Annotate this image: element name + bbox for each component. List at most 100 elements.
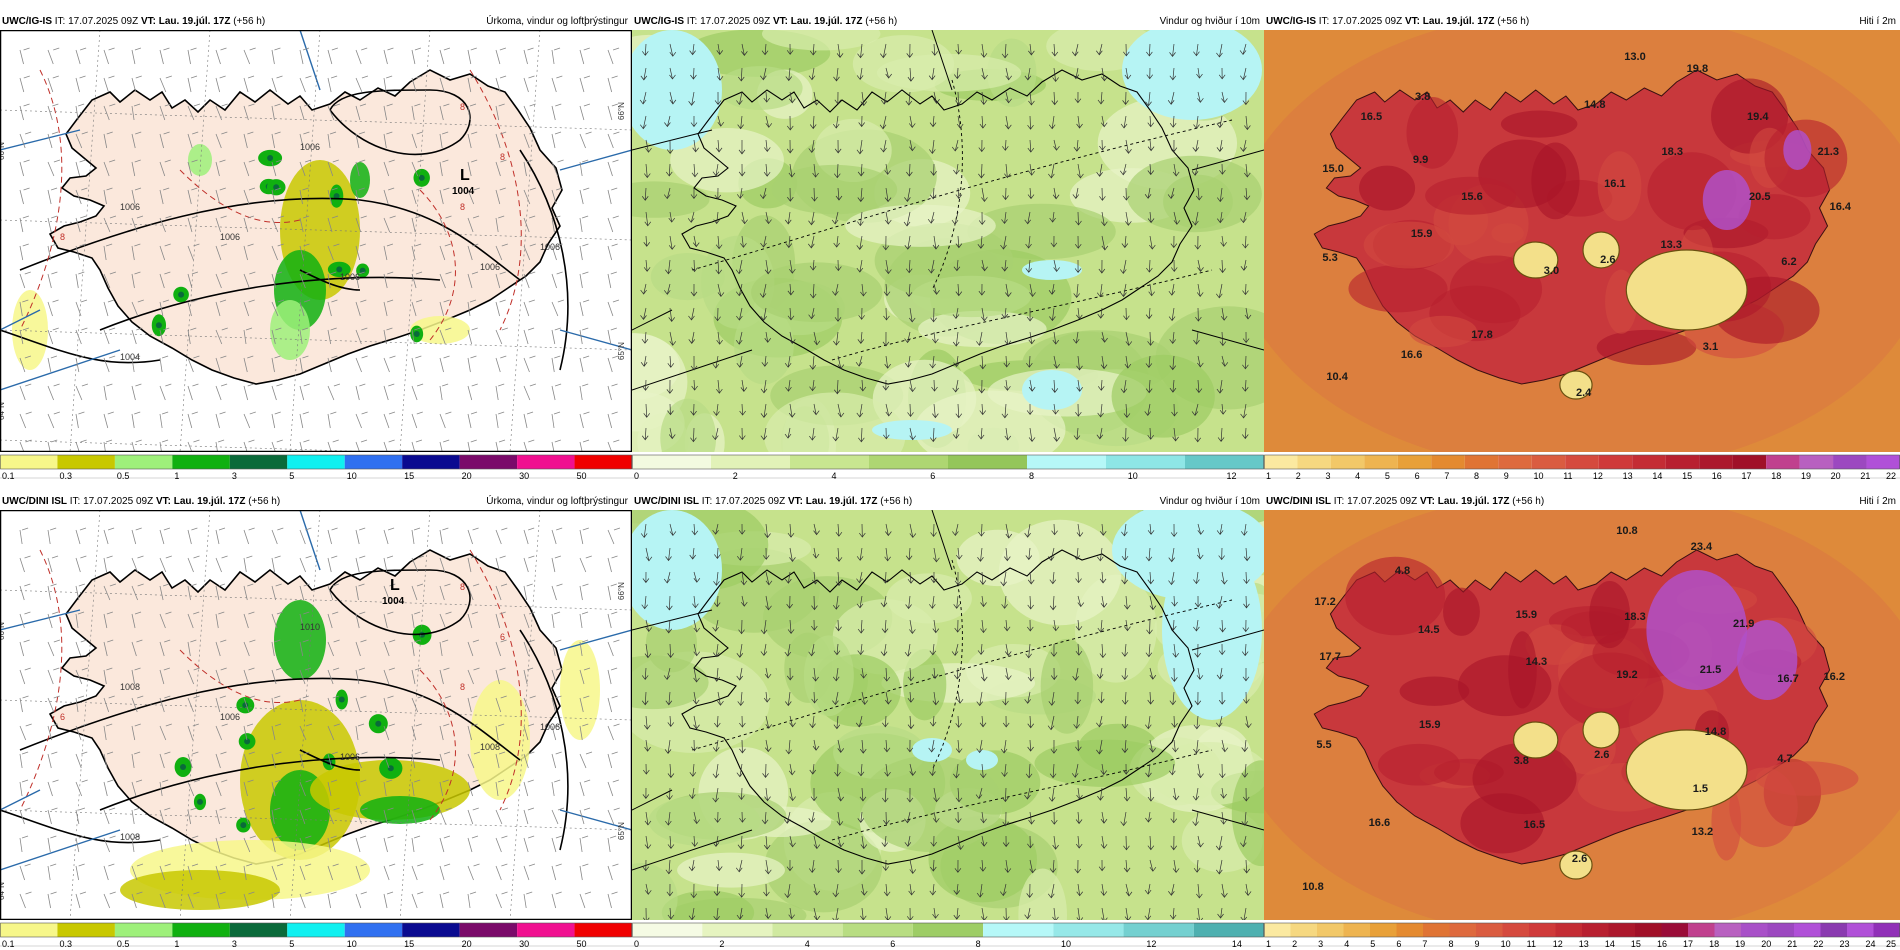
wind-arrow	[667, 715, 675, 728]
wind-barb	[383, 299, 394, 317]
wind-arrow	[1050, 739, 1058, 754]
wind-arrow	[788, 163, 796, 178]
wind-arrow	[808, 235, 815, 249]
wind-barb	[187, 243, 200, 261]
wind-arrow	[907, 715, 915, 730]
panel-dini-precip: UWC/DINI ISL IT: 17.07.2025 09Z VT: Lau.…	[0, 492, 633, 950]
wind-arrow	[1147, 163, 1155, 176]
wind-barb	[607, 583, 617, 601]
wind-arrow	[1219, 331, 1227, 347]
wind-arrow	[953, 907, 961, 920]
wind-arrow	[717, 691, 724, 706]
wind-barb	[607, 411, 618, 429]
wind-arrow	[837, 403, 845, 418]
legend-tick-label: 22	[1813, 939, 1823, 949]
legend-tick-label: 21	[1860, 471, 1870, 481]
wind-arrow	[1027, 835, 1034, 849]
wind-barb	[159, 271, 171, 289]
wind-barb	[523, 807, 535, 825]
wind-barb	[47, 863, 57, 881]
wind-arrow	[905, 283, 913, 297]
wind-arrow	[835, 571, 843, 587]
strong-wind-area	[966, 750, 998, 770]
wind-barb	[355, 243, 366, 261]
wind-barb	[103, 555, 113, 573]
wind-arrow	[881, 835, 889, 848]
wind-arrow	[1242, 619, 1250, 633]
wind-arrow	[663, 667, 671, 681]
wind-arrow	[978, 211, 986, 226]
wind-barb	[75, 131, 88, 149]
wind-arrow	[908, 115, 916, 128]
wind-barb	[523, 159, 533, 177]
legend-tick-label: 2	[1296, 471, 1301, 481]
wind-barb	[159, 891, 172, 909]
legend-swatch	[1343, 923, 1370, 937]
wind-arrow	[929, 427, 937, 443]
wind-arrow	[688, 307, 695, 321]
wind-arrow	[642, 43, 649, 56]
wind-arrow	[1145, 811, 1152, 823]
wind-barb	[523, 131, 536, 149]
wind-barb	[327, 271, 337, 289]
wind-arrow	[1075, 835, 1083, 849]
wind-arrow	[858, 859, 866, 875]
wind-arrow	[1004, 163, 1011, 179]
wind-barb	[579, 835, 589, 853]
wind-barb	[607, 131, 620, 149]
temperature-value: 4.8	[1395, 565, 1410, 577]
wind-arrow	[882, 571, 889, 584]
wind-barb	[187, 327, 197, 345]
wind-barb	[383, 159, 395, 177]
wind-arrow	[836, 43, 844, 58]
wind-arrow	[1215, 595, 1223, 609]
wind-arrow	[979, 355, 987, 370]
wind-arrow	[1004, 859, 1012, 874]
wind-barb	[103, 327, 116, 345]
legend-tick-label: 25	[1886, 939, 1896, 949]
wind-barb	[439, 583, 451, 601]
wind-barb	[243, 271, 256, 289]
wind-barb	[187, 751, 199, 769]
wind-arrow	[1076, 355, 1083, 371]
wind-arrow	[1076, 115, 1083, 129]
wind-barb	[187, 271, 199, 289]
wind-barb	[187, 779, 200, 797]
wind-barb	[355, 355, 368, 373]
wind-barb	[355, 667, 366, 685]
wind-arrow	[954, 667, 961, 680]
wind-barb	[131, 187, 142, 205]
wind-barb	[159, 411, 169, 429]
wind-arrow	[832, 883, 840, 898]
wind-barb	[131, 751, 141, 769]
wind-barb	[271, 891, 281, 909]
temperature-value: 17.7	[1319, 651, 1341, 663]
wind-arrow	[980, 619, 987, 634]
wind-barb	[131, 271, 141, 289]
wind-barb	[103, 103, 116, 121]
wind-barb	[327, 779, 338, 797]
wind-arrow	[714, 715, 721, 728]
wind-arrow	[641, 595, 648, 610]
wind-arrow	[835, 259, 842, 272]
isobar-label: 1006	[300, 142, 320, 152]
wind-barb	[75, 103, 85, 121]
wind-barb	[243, 299, 255, 317]
wind-barb	[131, 667, 141, 685]
wind-barb	[383, 723, 395, 741]
wind-arrow	[1197, 523, 1205, 535]
strong-wind-area	[622, 510, 722, 630]
wind-arrow	[879, 115, 887, 130]
wind-barb	[103, 779, 114, 797]
wind-arrow	[1028, 379, 1036, 392]
wind-barb	[411, 355, 422, 373]
wind-barb	[299, 555, 312, 573]
wind-arrow	[1172, 427, 1179, 442]
wind-barb	[383, 779, 393, 797]
wind-barb	[355, 639, 367, 657]
wind-arrow	[1220, 235, 1227, 247]
legend-swatch	[459, 455, 518, 469]
wind-arrow	[931, 43, 939, 56]
wind-barb	[495, 527, 508, 545]
wind-barb	[47, 751, 58, 769]
